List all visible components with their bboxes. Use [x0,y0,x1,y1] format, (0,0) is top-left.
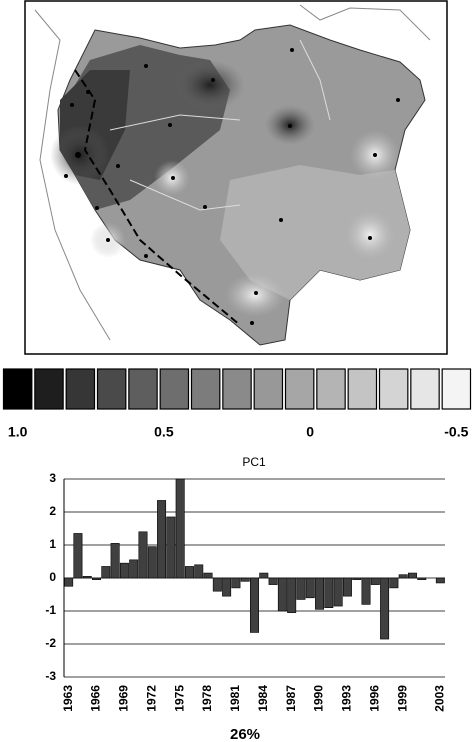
chart-title: PC1 [242,455,266,469]
color-swatch [441,368,472,410]
x-tick-label: 1987 [284,685,298,712]
y-tick-label: -3 [45,669,56,683]
bar [92,577,102,580]
bar [398,574,408,579]
colorbar-tick-label: 0.5 [154,424,174,440]
y-tick-label: 3 [49,471,56,485]
x-tick-label: 2003 [433,685,447,712]
color-swatch [253,368,284,410]
color-swatch [410,368,440,410]
color-swatch [190,368,221,410]
map [24,0,448,355]
bar [166,516,176,579]
y-tick-label: 0 [49,570,56,584]
y-tick-label: 2 [49,504,56,518]
color-swatch [347,368,378,410]
colorbar-tick-label: 0 [306,424,314,440]
x-tick-label: 1996 [367,685,381,712]
bar [333,577,343,607]
color-swatch [378,368,409,410]
color-swatch [316,368,346,410]
bar [82,576,92,579]
y-tick-label: -2 [45,636,56,650]
color-swatch [159,368,190,410]
bar [194,564,204,579]
bar [119,562,129,579]
x-tick-label: 1966 [89,685,103,712]
annotation: 26% [230,726,260,742]
bar [287,577,297,613]
x-tick-label: 1990 [312,685,326,712]
bar [129,559,139,579]
color-swatch [284,368,315,410]
color-swatch [222,368,252,410]
bar [361,577,371,605]
bar [435,577,445,584]
color-swatch [96,368,127,410]
x-tick-label: 1999 [395,685,409,712]
bar [64,577,74,587]
bar [73,533,83,579]
bar [407,572,417,579]
x-tick-label: 1984 [256,685,270,712]
x-tick-label: 1972 [144,685,158,712]
bar [212,577,222,592]
x-tick-label: 1978 [200,685,214,712]
x-tick-label: 1969 [117,685,131,712]
bar [184,566,194,579]
colorbar: 1.0 0.5 0 -0.5 [2,368,472,440]
bar [110,543,120,579]
bar [203,572,213,579]
bar [240,577,250,582]
x-tick-label: 1981 [228,685,242,712]
bar [277,577,287,612]
bar [250,577,259,633]
bar [417,577,427,580]
bar [352,577,362,580]
x-tick-label: 1963 [61,685,75,712]
bar [315,577,325,610]
color-swatch [34,368,64,410]
bar [389,577,399,589]
bar [268,577,278,585]
bar-chart: PC1 26% -3 -2 -1 0 1 2 3 1963 1966 1969 1972 1975 19… [45,455,446,742]
color-swatch [128,368,158,410]
bar [138,531,148,579]
y-tick-label: 1 [49,537,56,551]
bar [324,577,334,609]
colorbar-tick-label: -0.5 [444,424,468,440]
bar [296,577,306,600]
bar [147,546,157,579]
bar [305,577,315,599]
bar [259,572,269,579]
bar [157,500,167,579]
color-swatch [65,368,96,410]
y-tick-label: -1 [45,603,56,617]
bar [380,577,390,640]
x-tick-label: 1993 [340,685,354,712]
bar [342,577,352,597]
bar [101,566,111,579]
bar [175,478,185,579]
color-swatch [2,368,33,410]
colorbar-tick-label: 1.0 [8,424,28,440]
bar [222,577,232,597]
x-tick-label: 1975 [172,685,186,712]
bar [370,577,380,585]
bar [231,577,241,589]
